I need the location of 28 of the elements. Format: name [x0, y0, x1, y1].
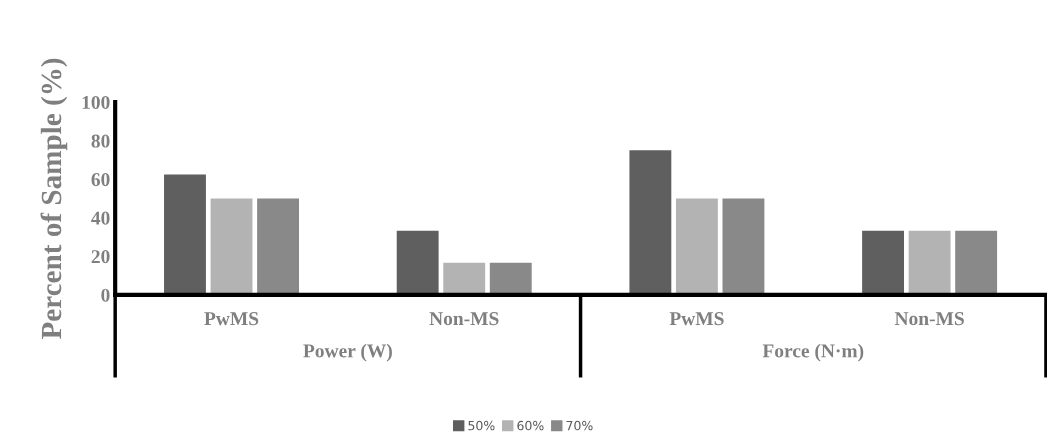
bar — [955, 230, 998, 295]
text: Power (W) — [303, 343, 392, 362]
bar — [862, 230, 905, 295]
y-axis-title: Percent of Sample (%) — [40, 58, 68, 340]
x-tick-label: PwMS — [669, 312, 724, 326]
x-tick-label: Non-MS — [894, 312, 964, 326]
bar — [908, 230, 951, 295]
bar — [722, 198, 765, 295]
y-tick-label: 60 — [91, 173, 110, 187]
bar — [164, 174, 206, 295]
y-tick-label: 80 — [91, 134, 110, 148]
bar — [675, 198, 718, 295]
y-tick-label: 40 — [91, 211, 110, 225]
bar — [443, 262, 486, 295]
text: Force (N·m) — [762, 343, 864, 362]
bar — [257, 198, 299, 295]
legend-label: 60% — [517, 420, 544, 431]
bar — [629, 150, 672, 295]
x-tick-label: Non-MS — [429, 312, 499, 326]
bar — [396, 230, 439, 295]
legend-label: 70% — [566, 420, 593, 431]
legend-label: 50% — [468, 420, 495, 431]
y-tick-label: 20 — [91, 250, 110, 264]
bar — [210, 198, 253, 295]
bar — [489, 262, 532, 295]
y-tick-label: 0 — [101, 288, 110, 302]
y-tick-label: 100 — [82, 95, 110, 110]
x-tick-label: PwMS — [204, 312, 259, 326]
